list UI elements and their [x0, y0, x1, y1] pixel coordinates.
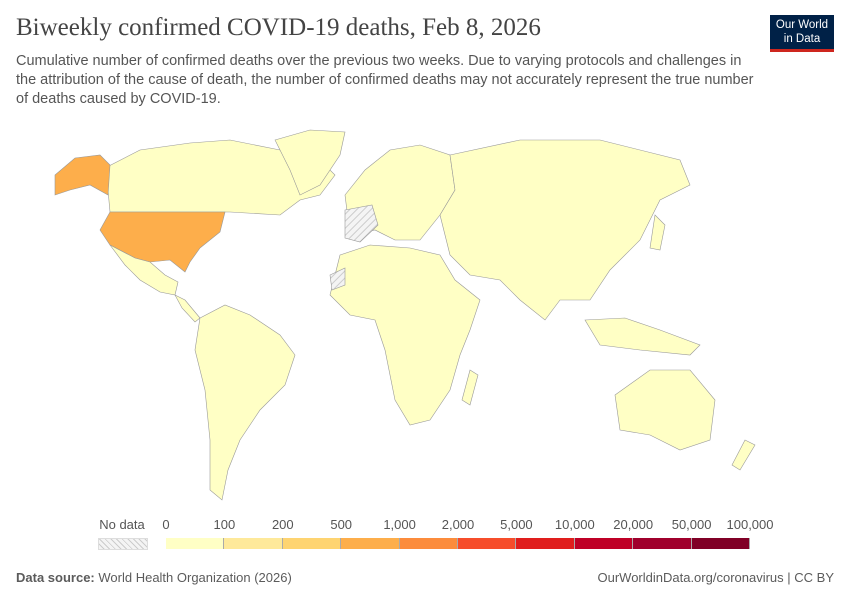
legend-bin-0: [166, 538, 225, 549]
legend-bin-4: [399, 538, 458, 549]
legend: No data 0 100 200 500 1,000 2,000 5,000 10,000 2…: [0, 515, 850, 555]
legend-bin-8: [633, 538, 692, 549]
country-mexico[interactable]: [109, 244, 179, 296]
legend-bin-2: [282, 538, 342, 549]
region-southeast-asia-islands[interactable]: [584, 317, 701, 356]
legend-tick-label: 200: [271, 517, 294, 532]
country-japan[interactable]: [649, 214, 666, 251]
country-united-states[interactable]: [99, 211, 226, 273]
country-madagascar[interactable]: [461, 369, 479, 406]
country-new-zealand[interactable]: [731, 439, 756, 471]
continent-asia[interactable]: [439, 139, 691, 321]
no-data-spain[interactable]: [344, 204, 379, 243]
legend-tick-label: 100: [213, 517, 236, 532]
legend-tick-label: 10,000: [554, 517, 595, 532]
source-url[interactable]: OurWorldinData.org/coronavirus | CC BY: [597, 570, 834, 585]
continent-africa[interactable]: [329, 244, 481, 426]
legend-no-data-label: No data: [99, 517, 145, 532]
page-title: Biweekly confirmed COVID-19 deaths, Feb …: [16, 14, 541, 41]
subtitle: Cumulative number of confirmed deaths ov…: [16, 53, 754, 107]
legend-bin-6: [516, 538, 575, 549]
legend-bin-1: [224, 538, 283, 549]
legend-tick-label: 500: [330, 517, 353, 532]
legend-bin-7: [574, 538, 634, 549]
legend-tick-label: 100,000: [726, 517, 774, 532]
continent-south-america[interactable]: [194, 304, 296, 501]
country-australia[interactable]: [614, 369, 716, 451]
source-label: Data source:: [16, 570, 95, 585]
source-text: World Health Organization (2026): [98, 570, 292, 585]
owid-logo[interactable]: Our World in Data: [770, 15, 834, 52]
country-alaska[interactable]: [54, 154, 111, 196]
legend-bin-5: [458, 538, 517, 549]
legend-no-data-swatch: [98, 538, 148, 550]
country-greenland[interactable]: [274, 129, 346, 196]
legend-tick-label: 0: [162, 517, 170, 532]
region-central-america[interactable]: [174, 294, 201, 323]
legend-bin-3: [341, 538, 400, 549]
no-data-western-sahara[interactable]: [329, 267, 346, 291]
legend-tick-label: 2,000: [441, 517, 475, 532]
legend-tick-label: 1,000: [383, 517, 416, 532]
world-map[interactable]: [0, 110, 850, 510]
legend-bin-9: [691, 538, 750, 549]
legend-tick-label: 20,000: [613, 517, 654, 532]
legend-tick-label: 50,000: [671, 517, 712, 532]
data-source: Data source: World Health Organization (…: [16, 570, 292, 585]
legend-tick-label: 5,000: [500, 517, 533, 532]
